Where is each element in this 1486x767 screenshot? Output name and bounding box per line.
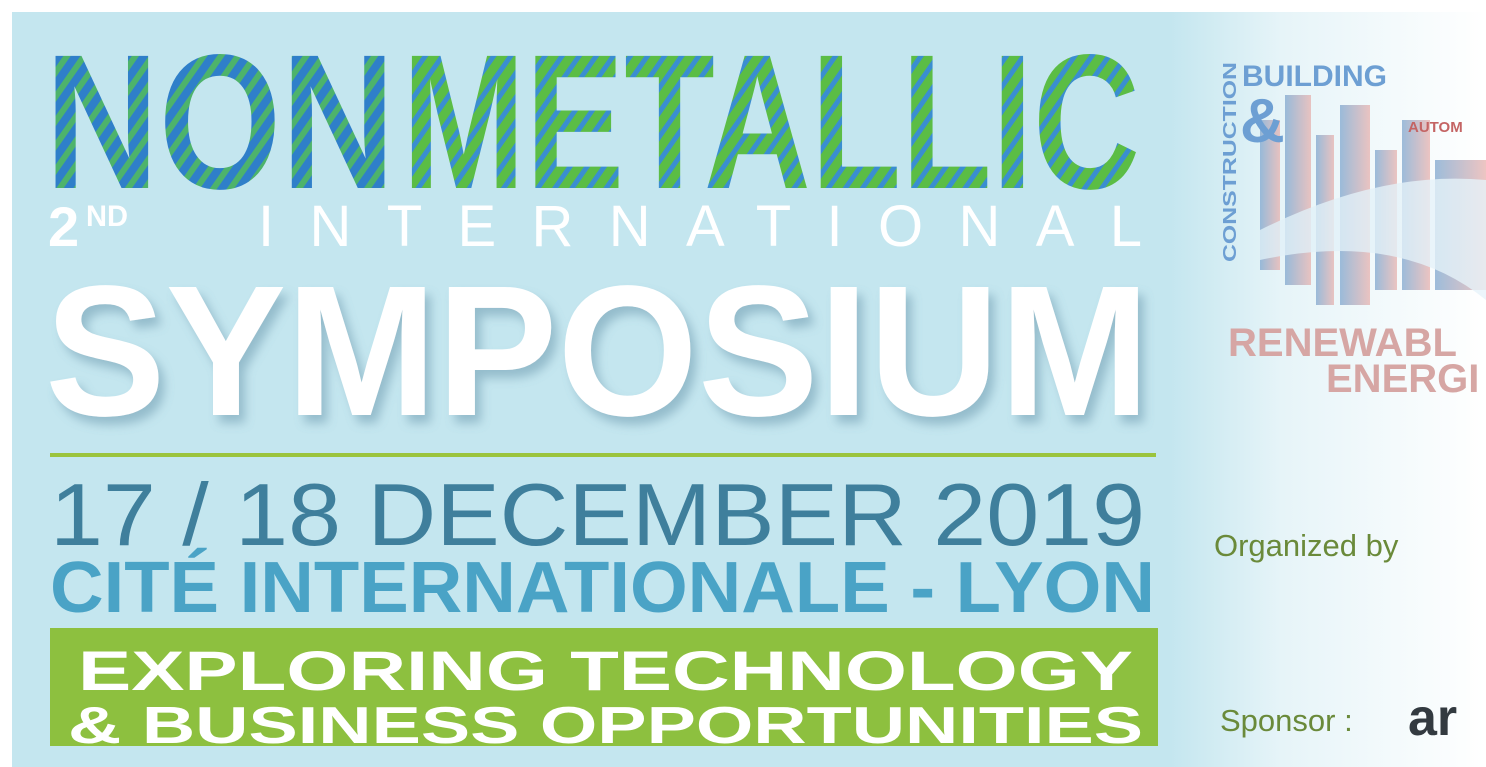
symposium: SYMPOSIUM bbox=[45, 248, 1150, 455]
dates: 17 / 18 DECEMBER 2019 bbox=[50, 465, 1145, 564]
tagline-box bbox=[50, 628, 1158, 746]
edition-number: 2 bbox=[48, 195, 79, 258]
renewable: RENEWABL bbox=[1228, 321, 1457, 365]
international: INTERNATIONAL bbox=[258, 194, 1142, 259]
automotive: AUTOM bbox=[1408, 119, 1463, 136]
tagline-line1: EXPLORING TECHNOLOGY bbox=[78, 639, 1133, 702]
title-metallic: METALLIC bbox=[402, 14, 1140, 229]
title-non: NON bbox=[45, 14, 395, 229]
ampersand: & bbox=[1240, 87, 1285, 156]
sponsor-logo: ar bbox=[1408, 689, 1457, 747]
cityscape bbox=[1260, 95, 1486, 305]
vertical-label: CONSTRUCTION bbox=[1220, 62, 1240, 262]
divider bbox=[50, 453, 1156, 457]
organized-by: Organized by bbox=[1214, 528, 1399, 563]
tagline-line2: & BUSINESS OPPORTUNITIES bbox=[68, 697, 1143, 755]
energy: ENERGI bbox=[1326, 357, 1479, 401]
venue: CITÉ INTERNATIONALE - LYON bbox=[50, 548, 1155, 628]
building: BUILDING bbox=[1242, 60, 1387, 93]
edition-suffix: ND bbox=[86, 200, 128, 233]
sponsor-label: Sponsor : bbox=[1220, 703, 1353, 738]
